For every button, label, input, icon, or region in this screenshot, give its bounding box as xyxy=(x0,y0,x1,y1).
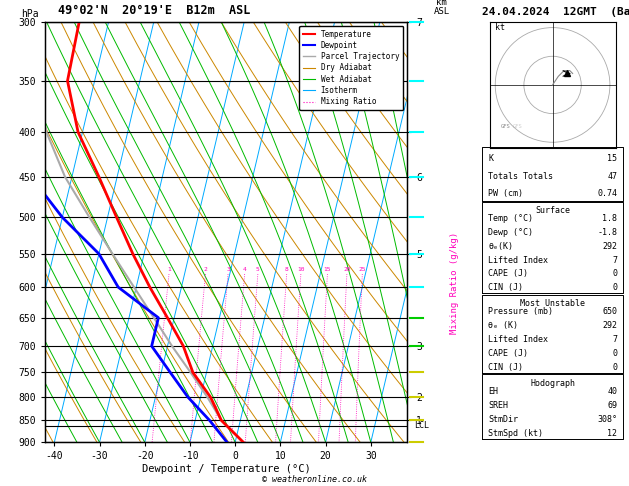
Text: CAPE (J): CAPE (J) xyxy=(488,269,528,278)
Text: 69: 69 xyxy=(607,401,617,410)
Text: 24.04.2024  12GMT  (Base: 12): 24.04.2024 12GMT (Base: 12) xyxy=(482,7,629,17)
Text: Lifted Index: Lifted Index xyxy=(488,256,548,265)
Text: © weatheronline.co.uk: © weatheronline.co.uk xyxy=(262,474,367,484)
Text: 7: 7 xyxy=(612,335,617,344)
Text: 0: 0 xyxy=(612,363,617,372)
Text: Hodograph: Hodograph xyxy=(530,379,575,388)
Text: EH: EH xyxy=(488,387,498,396)
Text: km
ASL: km ASL xyxy=(433,0,450,16)
Text: 10: 10 xyxy=(297,267,304,272)
Text: Most Unstable: Most Unstable xyxy=(520,299,585,308)
Text: θₑ (K): θₑ (K) xyxy=(488,321,518,330)
Text: K: K xyxy=(488,155,493,163)
Legend: Temperature, Dewpoint, Parcel Trajectory, Dry Adiabat, Wet Adiabat, Isotherm, Mi: Temperature, Dewpoint, Parcel Trajectory… xyxy=(299,26,403,110)
Text: CIN (J): CIN (J) xyxy=(488,283,523,292)
Text: 25: 25 xyxy=(359,267,366,272)
Text: Totals Totals: Totals Totals xyxy=(488,172,553,181)
Text: StmSpd (kt): StmSpd (kt) xyxy=(488,429,543,438)
Text: 15: 15 xyxy=(607,155,617,163)
Text: 15: 15 xyxy=(324,267,331,272)
Text: Surface: Surface xyxy=(535,207,570,215)
Text: 1: 1 xyxy=(167,267,171,272)
X-axis label: Dewpoint / Temperature (°C): Dewpoint / Temperature (°C) xyxy=(142,464,311,474)
Text: Pressure (mb): Pressure (mb) xyxy=(488,307,553,316)
Text: Mixing Ratio (g/kg): Mixing Ratio (g/kg) xyxy=(450,231,459,333)
Text: Lifted Index: Lifted Index xyxy=(488,335,548,344)
Text: LCL: LCL xyxy=(414,421,429,430)
Text: 0: 0 xyxy=(612,283,617,292)
Text: kt: kt xyxy=(495,23,505,33)
Text: PW (cm): PW (cm) xyxy=(488,189,523,198)
Text: 7: 7 xyxy=(612,256,617,265)
Text: -1.8: -1.8 xyxy=(597,228,617,237)
Text: CIN (J): CIN (J) xyxy=(488,363,523,372)
Text: GFS: GFS xyxy=(501,124,511,129)
Text: Temp (°C): Temp (°C) xyxy=(488,214,533,224)
Text: StmDir: StmDir xyxy=(488,415,518,424)
Text: 1.8: 1.8 xyxy=(602,214,617,224)
Text: 0.74: 0.74 xyxy=(597,189,617,198)
Text: 2: 2 xyxy=(204,267,208,272)
Text: Dewp (°C): Dewp (°C) xyxy=(488,228,533,237)
Text: 20: 20 xyxy=(343,267,350,272)
Text: 12: 12 xyxy=(607,429,617,438)
Text: 40: 40 xyxy=(607,387,617,396)
Text: 0: 0 xyxy=(612,269,617,278)
Text: 8: 8 xyxy=(285,267,289,272)
Text: GFS: GFS xyxy=(513,124,522,129)
Text: 49°02'N  20°19'E  B12m  ASL: 49°02'N 20°19'E B12m ASL xyxy=(58,4,250,17)
Text: 0: 0 xyxy=(612,349,617,358)
Text: SREH: SREH xyxy=(488,401,508,410)
Text: hPa: hPa xyxy=(21,9,39,19)
Text: 47: 47 xyxy=(607,172,617,181)
Text: 3: 3 xyxy=(226,267,230,272)
Text: CAPE (J): CAPE (J) xyxy=(488,349,528,358)
Text: 4: 4 xyxy=(243,267,247,272)
Text: 292: 292 xyxy=(602,321,617,330)
Text: θₑ(K): θₑ(K) xyxy=(488,242,513,251)
Text: 650: 650 xyxy=(602,307,617,316)
Text: 292: 292 xyxy=(602,242,617,251)
Text: 308°: 308° xyxy=(597,415,617,424)
Text: 5: 5 xyxy=(256,267,260,272)
